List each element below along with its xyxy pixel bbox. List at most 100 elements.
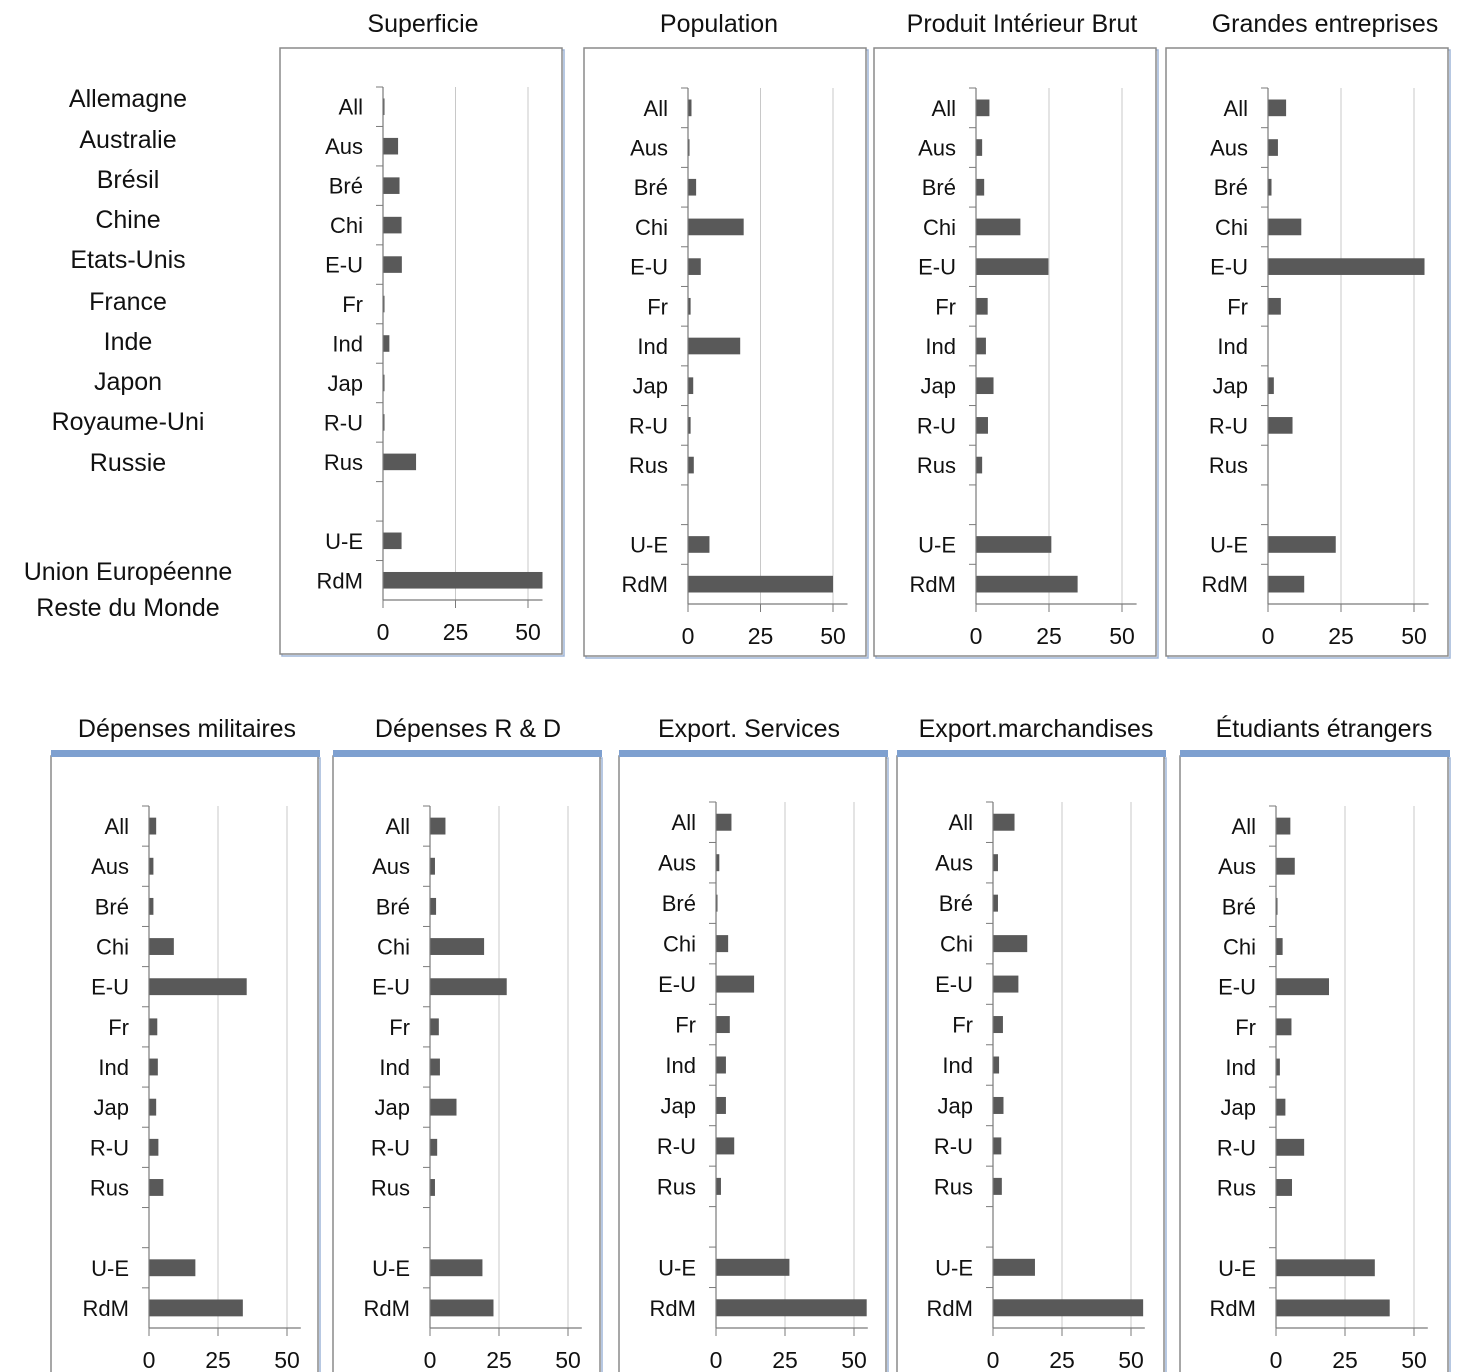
category-label-ind: Ind (98, 1055, 129, 1080)
bar-rus (688, 456, 694, 474)
bar-bre (716, 894, 718, 912)
bar-u-e (688, 536, 710, 553)
bar-aus (1276, 857, 1295, 875)
x-tick-label: 50 (1401, 1347, 1427, 1372)
category-label-u-e: U-E (1210, 532, 1248, 557)
chart-title: Produit Intérieur Brut (907, 10, 1138, 38)
x-tick-label: 0 (710, 1347, 723, 1372)
chart-population: Population All Aus Bré Chi E-U Fr Ind Jap R-U Rus U… (583, 10, 869, 659)
category-label-fr: Fr (1235, 1015, 1256, 1040)
x-tick-label: 25 (1036, 623, 1062, 649)
bar-chi (149, 938, 174, 955)
bar-e-u (993, 975, 1019, 993)
category-label-r-u: R-U (629, 413, 668, 438)
bar-ind (430, 1058, 440, 1076)
category-label-bre: Bré (329, 174, 363, 199)
bar-e-u (430, 978, 507, 996)
category-label-e-u: E-U (1210, 255, 1248, 280)
x-tick-label: 50 (515, 619, 541, 645)
bar-fr (1276, 1018, 1292, 1036)
legend-item-australie: Australie (79, 126, 177, 154)
chart-title: Population (660, 10, 778, 38)
bar-aus (430, 857, 435, 875)
category-label-rus: Rus (371, 1175, 410, 1200)
category-label-jap: Jap (1221, 1095, 1256, 1120)
category-label-fr: Fr (108, 1015, 129, 1040)
legend-item-reste-du-monde: Reste du Monde (36, 594, 220, 622)
bar-all (383, 98, 385, 116)
category-label-r-u: R-U (1209, 413, 1248, 438)
category-label-chi: Chi (330, 213, 363, 238)
bar-chi (383, 216, 402, 234)
legend-item-france: France (89, 288, 167, 316)
category-label-all: All (672, 810, 696, 835)
category-label-rdm: RdM (910, 572, 956, 597)
bar-rdm (716, 1299, 867, 1317)
bar-bre (383, 177, 400, 194)
bar-all (976, 99, 990, 117)
chart-produit-interieur-brut: Produit Intérieur Brut All Aus Bré Chi E-U Fr I… (873, 10, 1159, 659)
category-label-rus: Rus (934, 1174, 973, 1199)
category-label-u-e: U-E (1218, 1256, 1256, 1281)
category-label-u-e: U-E (918, 532, 956, 557)
category-label-rus: Rus (917, 453, 956, 478)
category-label-u-e: U-E (372, 1256, 410, 1281)
category-label-u-e: U-E (325, 529, 363, 554)
bar-all (149, 817, 157, 835)
category-label-jap: Jap (1213, 374, 1248, 399)
bar-all (716, 813, 732, 831)
category-label-bre: Bré (1214, 175, 1248, 200)
chart-depenses-militaires: Dépenses militaires All Aus Bré Chi E-U Fr Ind J… (50, 715, 321, 1372)
category-label-e-u: E-U (658, 972, 696, 997)
bar-u-e (430, 1259, 483, 1277)
category-label-e-u: E-U (372, 975, 410, 1000)
category-label-jap: Jap (633, 374, 668, 399)
bar-bre (993, 894, 998, 912)
bar-aus (1268, 139, 1278, 156)
bar-all (1276, 817, 1291, 835)
category-label-e-u: E-U (918, 255, 956, 280)
category-label-e-u: E-U (935, 972, 973, 997)
bar-fr (688, 297, 691, 315)
bar-aus (383, 137, 399, 155)
bar-jap (383, 374, 385, 392)
category-label-chi: Chi (635, 215, 668, 240)
bar-r-u (976, 417, 988, 434)
bar-rus (716, 1177, 721, 1195)
category-label-aus: Aus (91, 854, 129, 879)
chart-title: Export. Services (658, 715, 840, 743)
category-label-aus: Aus (1210, 136, 1248, 161)
category-label-ind: Ind (1225, 1055, 1256, 1080)
bar-e-u (976, 258, 1049, 275)
bar-chi (430, 938, 485, 955)
bar-u-e (993, 1258, 1035, 1276)
category-label-ind: Ind (379, 1055, 410, 1080)
panel-header-strip (1180, 750, 1450, 757)
category-label-ind: Ind (942, 1053, 973, 1078)
category-label-r-u: R-U (324, 410, 363, 435)
category-label-bre: Bré (376, 894, 410, 919)
bar-rus (149, 1179, 164, 1196)
bar-chi (1268, 218, 1302, 236)
bar-aus (716, 854, 720, 872)
chart-depenses-r-d: Dépenses R & D All Aus Bré Chi E-U Fr Ind Jap R-U… (332, 715, 603, 1372)
legend-item-japon: Japon (93, 368, 163, 396)
category-label-all: All (1232, 814, 1256, 839)
x-tick-label: 50 (274, 1347, 300, 1372)
category-label-chi: Chi (663, 932, 696, 957)
legend-item-union-europeenne: Union Européenne (23, 558, 233, 586)
legend-item-royaume-uni: Royaume-Uni (51, 408, 205, 436)
legend-item-chine: Chine (95, 206, 161, 234)
panel-header-strip (51, 750, 320, 757)
chart-export-marchandises: Export.marchandises All Aus Bré Chi E-U Fr Ind J… (896, 715, 1167, 1372)
category-label-rdm: RdM (622, 572, 668, 597)
x-tick-label: 50 (1401, 623, 1427, 649)
category-label-ind: Ind (665, 1053, 696, 1078)
category-label-chi: Chi (1215, 215, 1248, 240)
bar-rdm (1268, 575, 1305, 593)
category-label-chi: Chi (96, 935, 129, 960)
category-label-r-u: R-U (1217, 1135, 1256, 1160)
bar-rus (430, 1179, 435, 1196)
category-label-r-u: R-U (90, 1135, 129, 1160)
